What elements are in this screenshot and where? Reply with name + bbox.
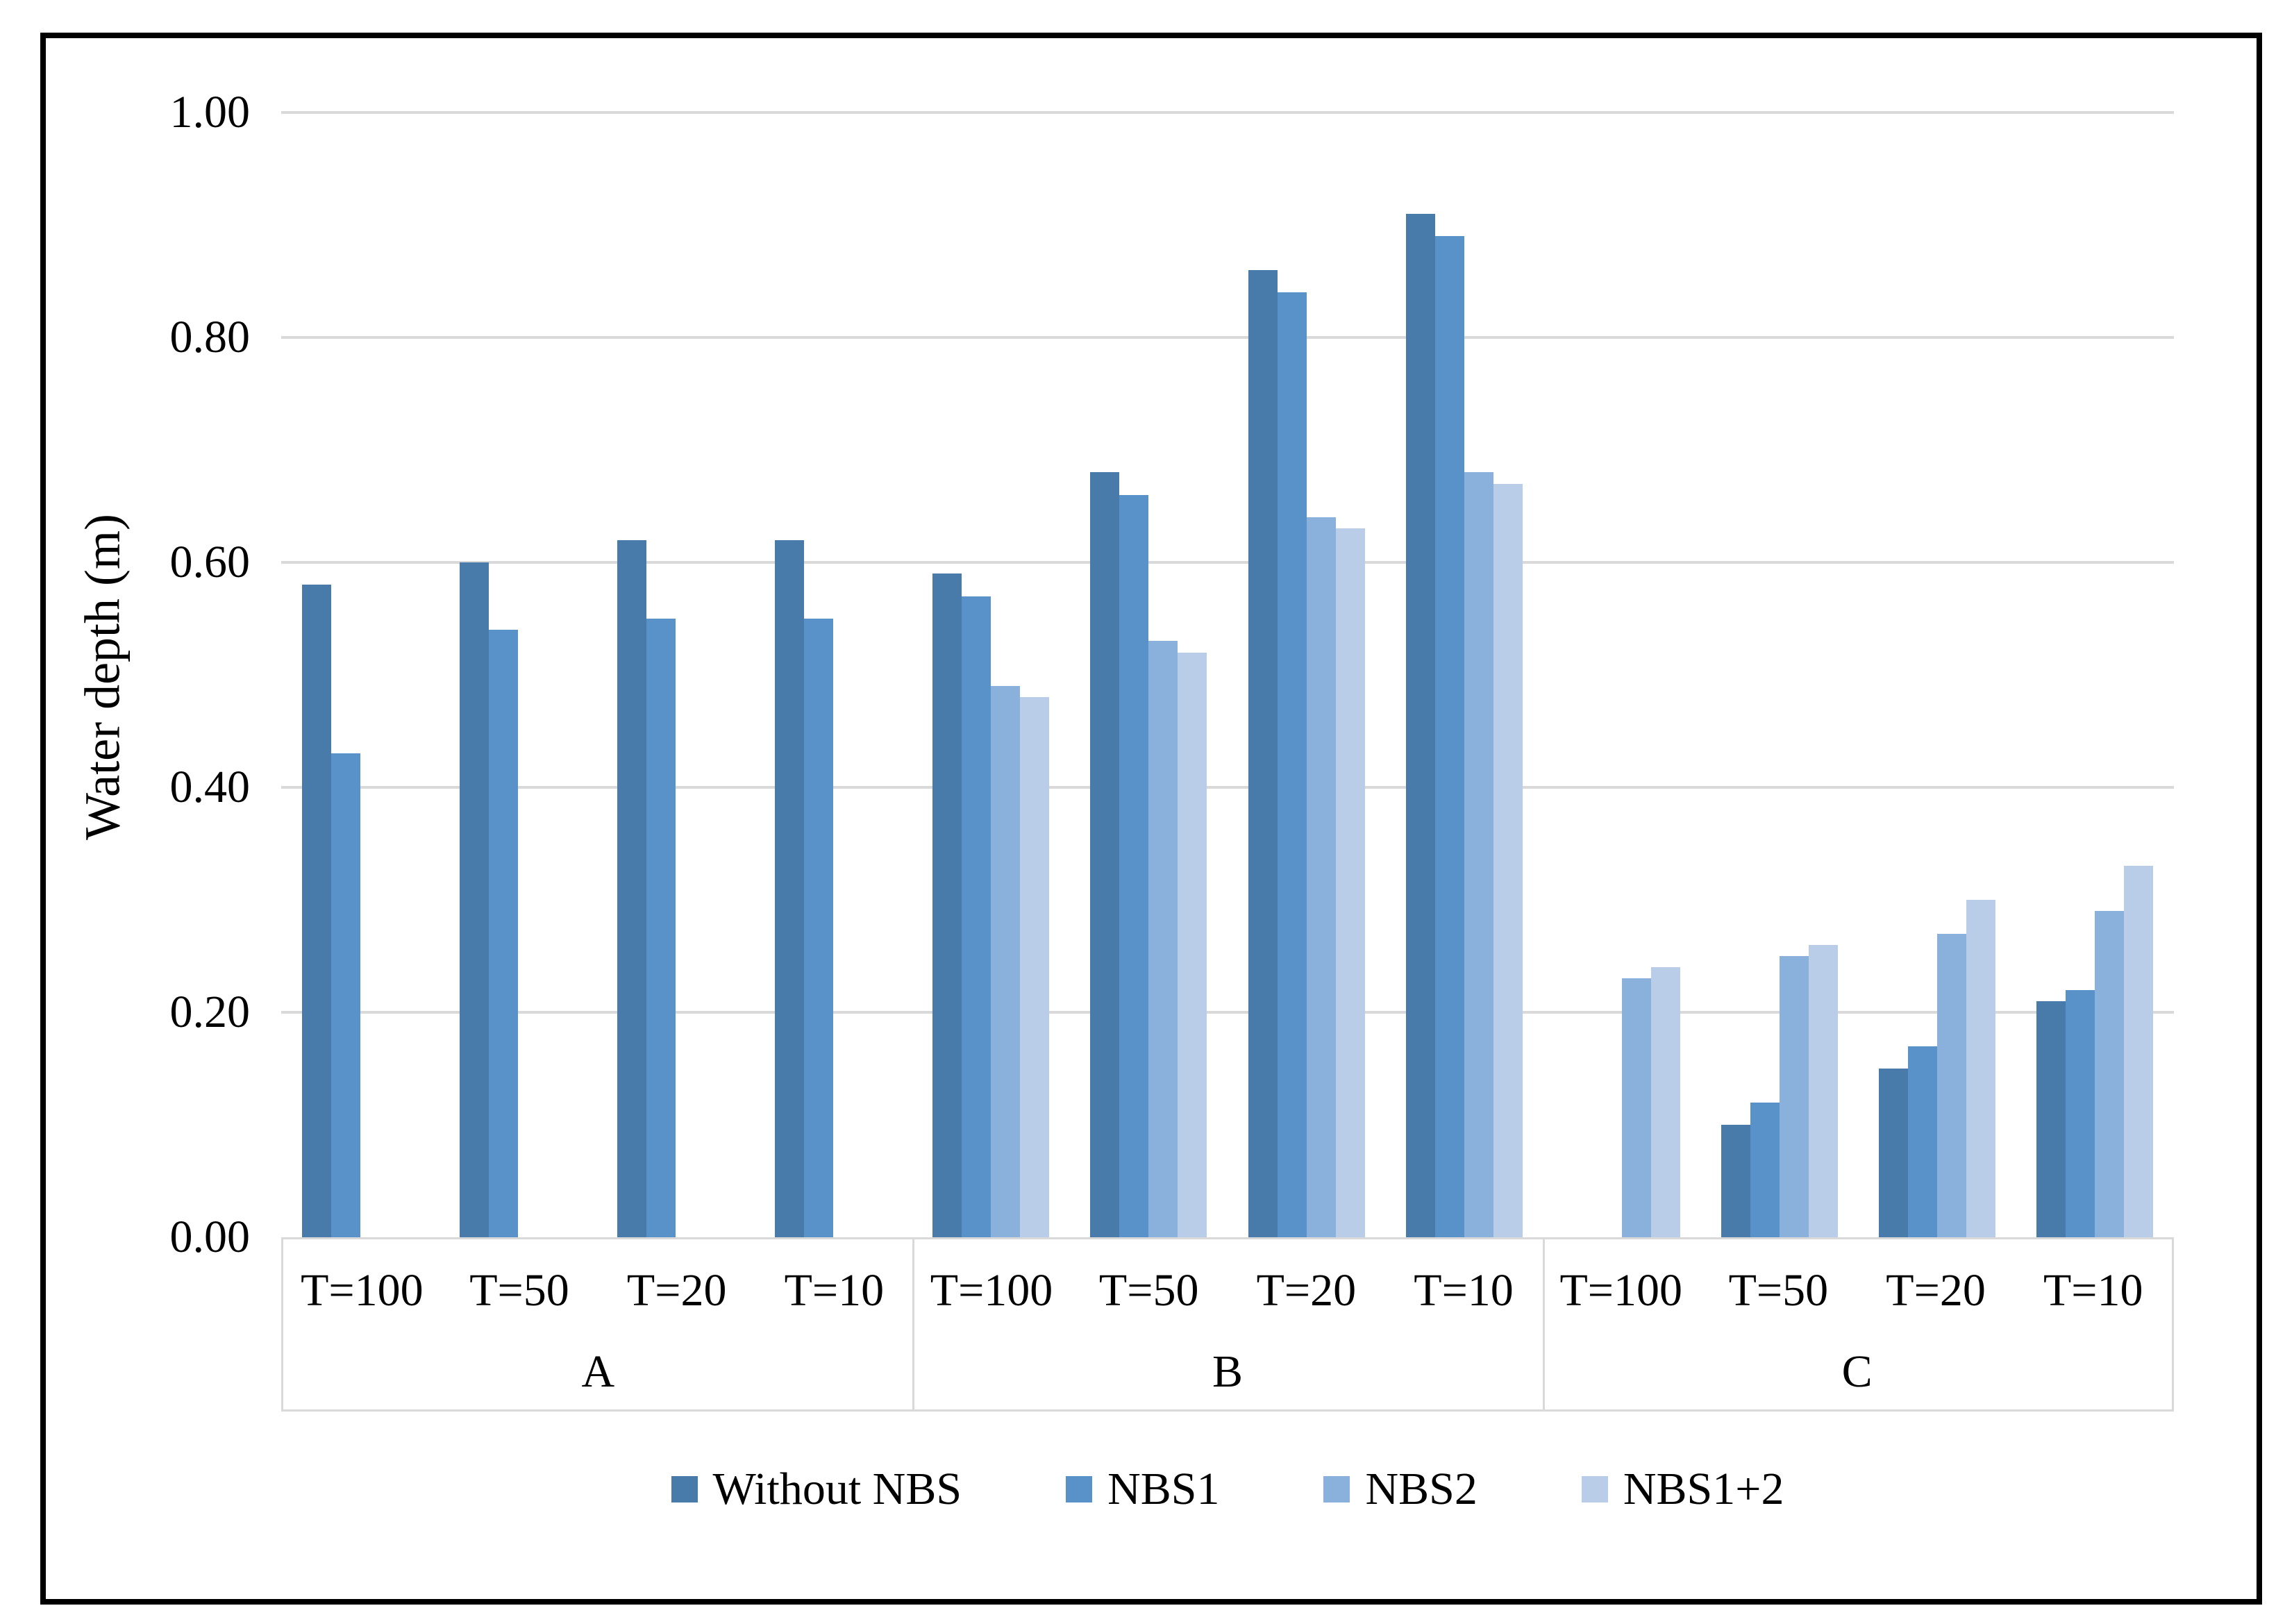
y-tick-label: 0.60 — [169, 537, 251, 587]
bar-T=100-Without NBS — [932, 574, 962, 1237]
plot-area — [281, 111, 2174, 1237]
bar-T=10-NBS2 — [1464, 472, 1493, 1237]
legend-swatch — [671, 1476, 698, 1502]
legend-label: NBS1 — [1107, 1464, 1220, 1514]
group-label-A: A — [581, 1346, 615, 1397]
legend-item-NBS1: NBS1 — [1066, 1463, 1219, 1516]
category-label-row: T=100 T=50 T=20 T=10 T=100 T=50 T=20 T=10 T=100 T… — [283, 1239, 2172, 1341]
category-label: T=10 — [784, 1265, 885, 1316]
y-tick-label: 1.00 — [169, 87, 251, 137]
bar-T=20-NBS1 — [646, 619, 676, 1237]
group-label-B: B — [1212, 1346, 1244, 1397]
bar-T=10-NBS1+2 — [2124, 866, 2154, 1237]
category-label: T=50 — [1728, 1265, 1829, 1316]
bar-T=10-Without NBS — [2036, 1001, 2066, 1237]
category-label: T=10 — [2043, 1265, 2143, 1316]
bar-T=10-NBS1+2 — [1493, 483, 1523, 1237]
category-label: T=10 — [1414, 1265, 1514, 1316]
legend-swatch — [1066, 1476, 1093, 1502]
bar-T=20-NBS2 — [1937, 933, 1967, 1237]
bar-T=50-Without NBS — [459, 562, 489, 1237]
bar-T=10-NBS2 — [2095, 911, 2125, 1237]
group-label-C: C — [1841, 1346, 1873, 1397]
bar-T=20-Without NBS — [1879, 1069, 1909, 1237]
category-label: T=100 — [930, 1265, 1053, 1316]
group-label-row: A B C — [283, 1341, 2172, 1409]
bar-T=20-NBS1 — [1277, 292, 1307, 1237]
bar-T=10-NBS1 — [1434, 236, 1464, 1237]
y-tick-label: 0.40 — [169, 762, 251, 812]
bar-T=100-NBS1+2 — [1650, 967, 1680, 1237]
bar-T=50-NBS2 — [1780, 956, 1809, 1237]
bar-T=100-Without NBS — [301, 585, 331, 1237]
bar-T=100-NBS1 — [962, 596, 991, 1237]
group-divider — [912, 1239, 914, 1409]
bar-T=10-Without NBS — [1405, 213, 1435, 1237]
legend-label: NBS1+2 — [1623, 1464, 1784, 1514]
x-axis-label-area: T=100 T=50 T=20 T=10 T=100 T=50 T=20 T=10 T=100 T… — [281, 1237, 2174, 1412]
category-label: T=100 — [301, 1265, 424, 1316]
legend-label: Without NBS — [712, 1464, 962, 1514]
bar-T=100-NBS1+2 — [1020, 697, 1050, 1237]
bar-T=50-NBS1 — [488, 630, 518, 1237]
bar-T=20-Without NBS — [617, 539, 646, 1237]
group-divider — [1543, 1239, 1546, 1409]
category-label: T=50 — [1098, 1265, 1199, 1316]
category-label: T=20 — [1886, 1265, 1986, 1316]
bar-T=20-NBS1 — [1908, 1046, 1938, 1237]
category-label: T=20 — [626, 1265, 727, 1316]
legend-item-Without NBS: Without NBS — [671, 1463, 962, 1516]
legend-item-NBS1+2: NBS1+2 — [1581, 1463, 1784, 1516]
category-label: T=20 — [1256, 1265, 1357, 1316]
bar-T=50-NBS1+2 — [1178, 652, 1207, 1237]
bar-T=50-NBS2 — [1148, 641, 1178, 1237]
bar-T=50-NBS1 — [1750, 1102, 1780, 1237]
bar-T=10-Without NBS — [775, 539, 805, 1237]
category-label: T=50 — [469, 1265, 569, 1316]
bar-T=50-NBS1+2 — [1809, 944, 1839, 1237]
legend: Without NBS NBS1 NBS2 NBS1+2 — [281, 1444, 2174, 1534]
y-tick-label: 0.20 — [169, 987, 251, 1037]
bar-T=20-Without NBS — [1248, 269, 1278, 1237]
legend-label: NBS2 — [1365, 1464, 1478, 1514]
bar-T=50-Without NBS — [1090, 472, 1120, 1237]
legend-swatch — [1323, 1476, 1350, 1502]
y-tick-label: 0.00 — [169, 1212, 251, 1262]
bar-T=50-NBS1 — [1119, 494, 1149, 1237]
bar-T=50-Without NBS — [1721, 1125, 1751, 1237]
bar-T=20-NBS1+2 — [1966, 900, 1996, 1237]
gridline-0.20 — [281, 1011, 2174, 1014]
y-tick-label: 0.80 — [169, 312, 251, 362]
bar-T=10-NBS1 — [2066, 989, 2095, 1237]
bar-T=10-NBS1 — [804, 619, 834, 1237]
gridline-0.60 — [281, 561, 2174, 564]
gridline-0.40 — [281, 786, 2174, 789]
legend-item-NBS2: NBS2 — [1323, 1463, 1478, 1516]
category-label: T=100 — [1559, 1265, 1682, 1316]
bar-T=100-NBS2 — [991, 686, 1021, 1237]
bar-T=100-NBS1 — [330, 753, 360, 1237]
bar-T=20-NBS2 — [1306, 517, 1336, 1237]
bar-T=20-NBS1+2 — [1335, 528, 1365, 1237]
gridline-1.00 — [281, 111, 2174, 114]
legend-swatch — [1581, 1476, 1608, 1502]
bar-T=100-NBS2 — [1621, 978, 1651, 1237]
gridline-0.80 — [281, 336, 2174, 339]
